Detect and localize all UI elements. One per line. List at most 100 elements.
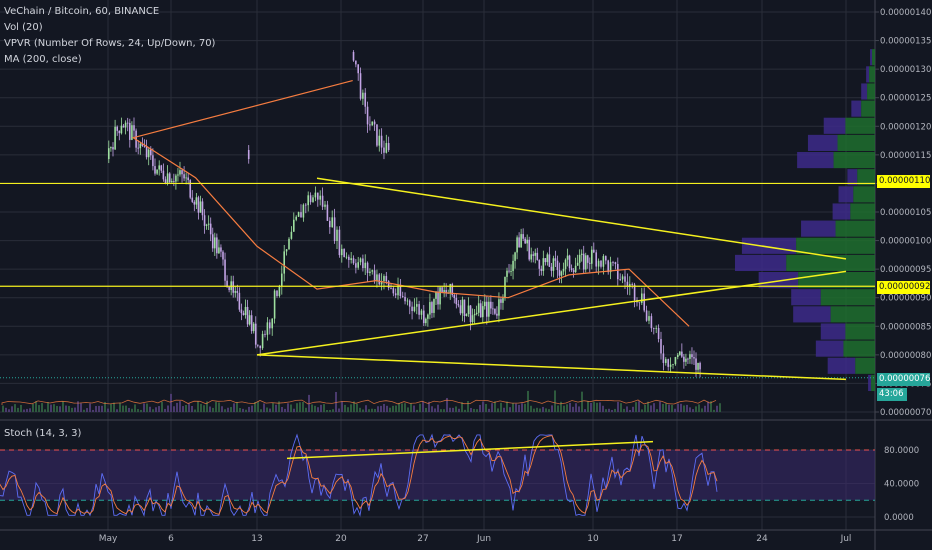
price-tick-label: 0.00000115 [880,151,931,161]
indicator-vpvr-label[interactable]: VPVR (Number Of Rows, 24, Up/Down, 70) [4,38,216,49]
volume-bar [23,409,25,412]
volume-bar [419,403,421,412]
volume-bar [698,404,700,412]
indicator-stoch-label[interactable]: Stoch (14, 3, 3) [4,428,82,439]
candle-body [185,177,187,179]
indicator-volume-label[interactable]: Vol (20) [4,22,43,33]
candle-body [331,217,333,228]
date-tick-label: Jun [476,534,491,544]
vpvr-row-down [801,220,836,237]
volume-bar [371,408,373,412]
candle-body [242,313,245,316]
candle-body [224,259,226,281]
volume-bar [662,403,664,412]
date-tick-label: May [99,534,118,544]
moving-average-line [131,80,690,327]
candle-body [369,124,371,126]
volume-bar [302,402,304,412]
volume-bar [293,408,295,412]
volume-bar [536,407,538,412]
volume-bar [140,409,142,412]
candle-body [259,345,261,349]
candle-body [207,223,210,225]
volume-bar [539,408,541,412]
price-level-label-110: 0.00000110 [877,175,931,188]
volume-bar [437,404,439,412]
volume-bar [623,408,625,412]
candle-body [546,254,549,263]
candle-body [352,258,355,264]
price-axis: 0.00000140 0.00000135 0.00000130 0.00000125… [875,8,931,523]
candle-body [108,148,110,160]
candle-body [385,276,388,282]
volume-bar [158,406,160,412]
vpvr-row-up [833,152,875,169]
volume-bar [80,403,82,412]
candle-body [423,310,425,324]
price-tick-label: 0.00000120 [880,122,931,132]
volume-bar [77,401,79,412]
volume-bar [326,409,328,412]
candle-body [112,147,114,150]
indicator-ma-label[interactable]: MA (200, close) [4,54,82,65]
candle-body [317,192,319,200]
volume-bar [617,401,619,412]
candle-body [189,180,192,198]
volume-bar [332,409,334,412]
volume-bar [629,409,631,412]
volume-bar [254,402,256,412]
candle-body [463,299,466,316]
symbol-title[interactable]: VeChain / Bitcoin, 60, BINANCE [4,6,160,17]
candle-body [343,248,345,257]
candle-body [378,135,381,146]
candle-body [359,73,362,99]
candle-body [357,64,359,74]
volume-bar [191,406,193,412]
candle-body [518,237,520,248]
candle-body [187,177,189,181]
candle-body [558,270,561,276]
volume-bar [86,408,88,412]
candle-body [362,258,364,269]
volume-bar [464,409,466,412]
candle-body [467,305,470,315]
vpvr-row-down [735,254,787,271]
candle-body [252,323,255,332]
volume-bar [665,403,667,412]
vpvr-row-up [820,289,875,306]
candle-body [230,281,232,290]
candle-body [479,303,482,318]
volume-bar [269,408,271,412]
candle-body [211,234,214,249]
candle-body [520,234,522,248]
vpvr-row-down [838,186,854,203]
candle-body [357,262,359,268]
candle-body [139,143,142,149]
volume-bar [347,407,349,412]
volume-bar [611,409,613,412]
volume-bar [359,407,361,412]
volume-bar [503,407,505,412]
volume-bar [446,397,448,412]
candle-body [164,179,167,184]
volume-bar [656,409,658,412]
vpvr-row-up [835,220,875,237]
candle-body [629,284,631,288]
volume-bar [422,401,424,412]
volume-bar [689,407,691,412]
volume-bar [560,401,562,412]
vpvr-row-up [843,340,875,357]
candle-body [524,238,526,244]
volume-bar [455,406,457,412]
volume-bar [398,402,400,412]
volume-bar [572,406,574,412]
vpvr-row-up [853,186,875,203]
candle-body [141,143,144,146]
stoch-tick-label: 40.0000 [884,480,919,490]
candle-body [540,268,543,271]
candle-body [631,284,633,285]
candle-body [465,314,468,316]
candle-body [502,298,504,303]
volume-bar [68,405,70,412]
